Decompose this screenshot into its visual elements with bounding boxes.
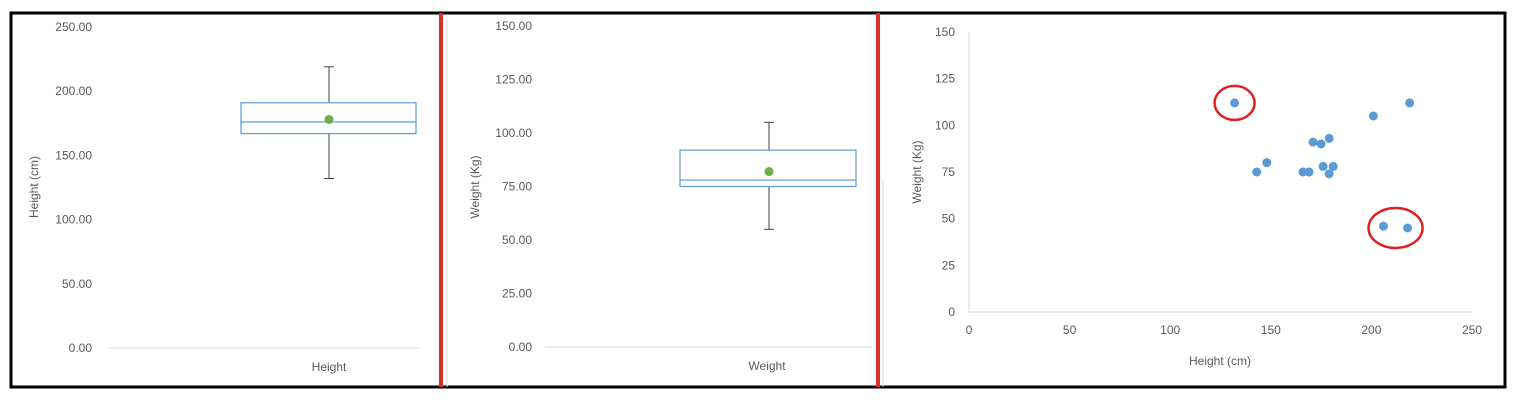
x-axis-label: Height (cm) — [1189, 354, 1251, 368]
x-tick-label: 50 — [1063, 323, 1077, 337]
scatter-point — [1324, 169, 1334, 179]
y-axis-label: Weight (Kg) — [910, 140, 924, 203]
y-tick-label: 100.00 — [495, 126, 532, 140]
x-tick-label: 200 — [1361, 323, 1381, 337]
scatter-point — [1308, 137, 1318, 147]
outlier-highlight-circle — [1367, 206, 1424, 250]
y-tick-label: 50 — [942, 212, 956, 226]
y-tick-label: 150.00 — [55, 148, 92, 162]
y-tick-label: 0.00 — [509, 340, 533, 354]
x-tick-label: 250 — [1462, 323, 1482, 337]
interquartile-box — [240, 102, 417, 135]
category-label: Height — [312, 360, 347, 374]
scatter-point — [1328, 161, 1338, 171]
scatter-point — [1262, 158, 1272, 168]
y-tick-label: 0 — [948, 305, 955, 319]
scatter-point — [1403, 223, 1413, 233]
y-axis-label: Weight (Kg) — [468, 155, 482, 218]
category-label: Weight — [748, 359, 786, 373]
mean-marker — [324, 114, 334, 124]
scatter-point — [1230, 98, 1240, 108]
y-tick-label: 75 — [942, 165, 956, 179]
y-tick-label: 100 — [935, 118, 955, 132]
x-tick-label: 0 — [966, 323, 973, 337]
y-tick-label: 150 — [935, 25, 955, 39]
y-tick-label: 25.00 — [502, 287, 532, 301]
scatter-point — [1368, 111, 1378, 121]
outlier-highlight-circle — [1213, 84, 1256, 122]
x-tick-label: 150 — [1261, 323, 1281, 337]
y-tick-label: 75.00 — [502, 180, 532, 194]
scatter-point — [1318, 161, 1328, 171]
scatter-point — [1378, 221, 1388, 231]
scatter-point — [1252, 167, 1262, 177]
y-tick-label: 50.00 — [502, 233, 532, 247]
y-tick-label: 125.00 — [495, 73, 532, 87]
scatter-point — [1324, 133, 1334, 143]
y-tick-label: 250.00 — [55, 20, 92, 34]
y-tick-label: 100.00 — [55, 213, 92, 227]
scatter-point — [1304, 167, 1314, 177]
outer-frame — [9, 11, 1507, 389]
y-tick-label: 200.00 — [55, 84, 92, 98]
y-axis-label: Height (cm) — [27, 156, 41, 218]
y-tick-label: 50.00 — [62, 277, 92, 291]
mean-marker — [764, 167, 774, 177]
x-tick-label: 100 — [1160, 323, 1180, 337]
y-tick-label: 0.00 — [69, 341, 93, 355]
y-tick-label: 150.00 — [495, 19, 532, 33]
y-tick-label: 125 — [935, 72, 955, 86]
scatter-point — [1316, 139, 1326, 149]
scatter-point — [1405, 98, 1415, 108]
y-tick-label: 25 — [942, 258, 956, 272]
